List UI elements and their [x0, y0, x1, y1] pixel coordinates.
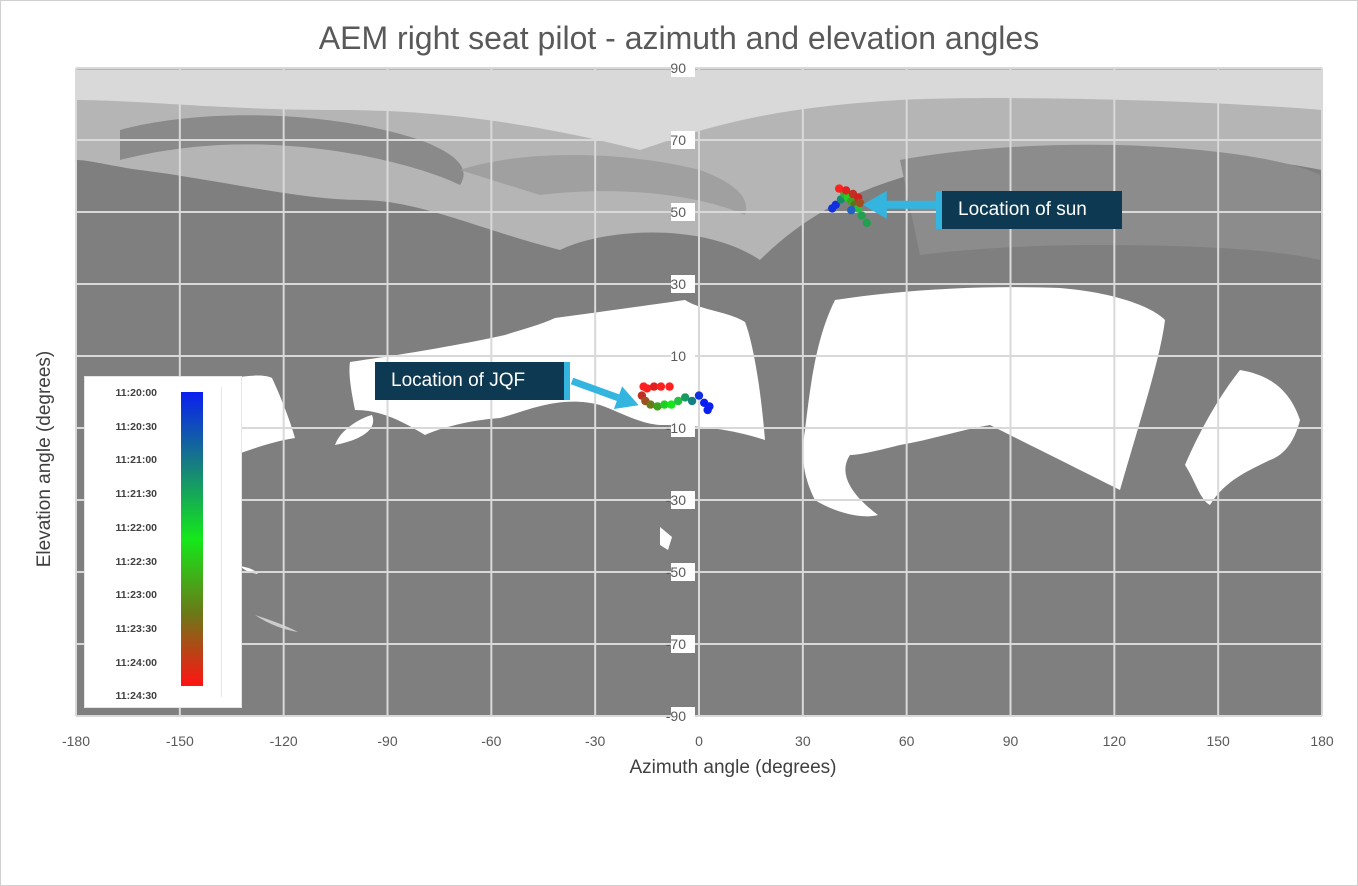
y-tick-label: -10 — [666, 420, 686, 436]
x-tick-label: 180 — [1310, 733, 1334, 749]
y-tick-label-bg — [671, 59, 695, 77]
x-tick-label: -60 — [481, 733, 501, 749]
legend-divider — [221, 387, 222, 697]
x-tick-label: -90 — [377, 733, 397, 749]
jqf-point — [665, 382, 674, 391]
jqf-point — [705, 402, 714, 411]
x-tick-label: 60 — [899, 733, 915, 749]
y-tick-label-bg — [671, 491, 695, 509]
color-scale-label: 11:24:00 — [115, 656, 157, 669]
y-tick-label-bg — [671, 131, 695, 149]
color-scale-label: 11:20:00 — [115, 387, 157, 399]
y-tick-label: 10 — [670, 348, 686, 364]
y-tick-label: -70 — [666, 636, 686, 652]
sun-arrowhead — [862, 190, 887, 219]
jqf-point — [653, 402, 662, 411]
x-tick-label: 120 — [1103, 733, 1127, 749]
y-tick-label: 30 — [670, 276, 686, 292]
jqf-point — [646, 400, 655, 409]
y-tick-label-bg — [671, 203, 695, 221]
y-axis-label: Elevation angle (degrees) — [34, 350, 55, 568]
y-tick-label-bg — [671, 563, 695, 581]
y-tick-label: 90 — [670, 60, 686, 76]
color-scale-label: 11:24:30 — [115, 690, 157, 703]
y-tick-label-bg — [671, 347, 695, 365]
x-tick-label: 0 — [695, 733, 703, 749]
jqf-point — [660, 400, 669, 409]
x-tick-label: -180 — [62, 733, 90, 749]
callout-arrows — [570, 190, 936, 409]
color-scale-bar — [181, 392, 203, 686]
color-scale-label: 11:22:00 — [115, 521, 157, 534]
x-tick-label: -120 — [270, 733, 298, 749]
sun-point — [855, 198, 865, 208]
sun-point — [857, 211, 866, 220]
sun-point — [831, 200, 840, 209]
x-axis-label: Azimuth angle (degrees) — [629, 757, 837, 778]
jqf-point — [674, 396, 683, 406]
y-tick-label: -50 — [666, 564, 686, 580]
x-tick-label: 30 — [795, 733, 811, 749]
jqf-point — [642, 384, 652, 393]
y-tick-label-bg — [671, 635, 695, 653]
jqf-point — [667, 400, 676, 409]
sun-point — [862, 218, 872, 227]
x-tick-label: 90 — [1003, 733, 1019, 749]
jqf-arrow-shaft — [570, 377, 620, 401]
y-tick-label-bg — [671, 275, 695, 293]
x-tick-label: 150 — [1206, 733, 1230, 749]
y-tick-label-bg — [671, 419, 695, 437]
callout-sun: Location of sun — [936, 191, 1122, 229]
x-tick-label: -30 — [585, 733, 605, 749]
data-points — [637, 184, 872, 415]
sun-point — [834, 184, 844, 193]
y-tick-label: 50 — [670, 204, 686, 220]
color-scale-label: 11:21:00 — [115, 454, 157, 467]
jqf-point — [649, 382, 659, 391]
color-scale-label: 11:22:30 — [115, 555, 157, 568]
color-scale-legend: 11:20:00 11:20:30 11:21:00 11:21:30 11:22:00… — [84, 376, 242, 708]
sun-point — [841, 186, 851, 195]
chart-title: AEM right seat pilot - azimuth and eleva… — [318, 20, 1040, 56]
jqf-point — [687, 396, 697, 406]
y-tick-label: 70 — [670, 132, 686, 148]
jqf-point — [694, 391, 704, 400]
color-scale-label: 11:21:30 — [115, 488, 157, 501]
jqf-point — [680, 393, 690, 402]
color-scale-label: 11:23:00 — [115, 589, 157, 602]
color-scale-label: 11:20:30 — [115, 420, 157, 433]
jqf-point — [656, 382, 666, 391]
y-tick-label-bg — [671, 707, 695, 725]
color-scale-label: 11:23:30 — [115, 622, 157, 635]
callout-jqf: Location of JQF — [375, 362, 570, 400]
y-tick-label: -30 — [666, 492, 686, 508]
x-tick-label: -150 — [166, 733, 194, 749]
sun-point — [847, 206, 856, 215]
jqf-arrowhead — [613, 386, 639, 409]
y-tick-label: -90 — [666, 708, 686, 724]
tick-labels: -180 -150 -120 -90 -60 -30 0 30 60 90 120 150 180 90 7… — [62, 59, 1334, 749]
